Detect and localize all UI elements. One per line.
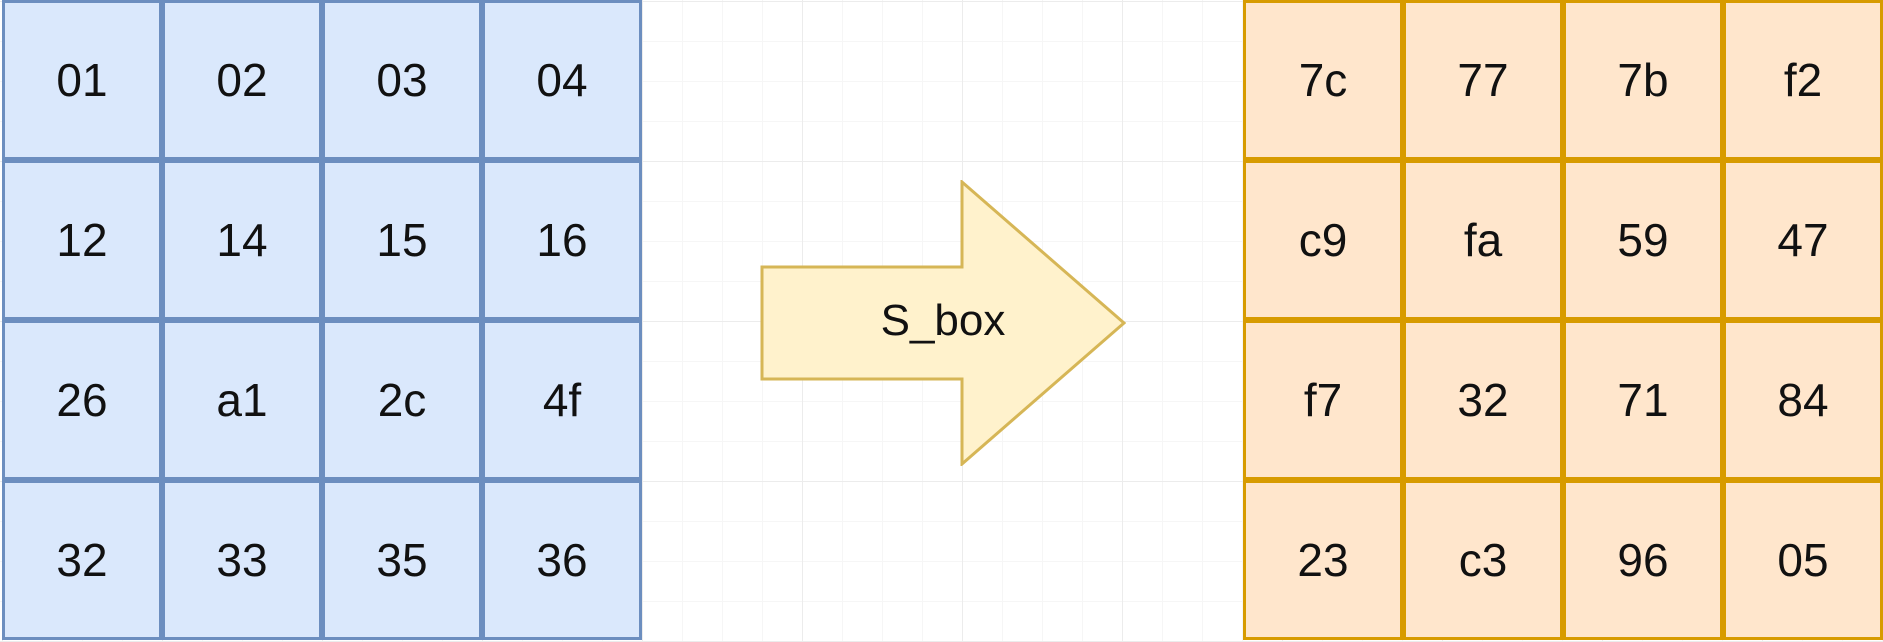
output-cell-r2-c3: 84 [1723,320,1883,480]
input-cell-r3-c1: 33 [162,480,322,640]
input-cell-r3-c3: 36 [482,480,642,640]
output-cell-r1-c2: 59 [1563,160,1723,320]
input-cell-r0-c0: 01 [2,0,162,160]
input-cell-r2-c2: 2c [322,320,482,480]
output-cell-r0-c0: 7c [1243,0,1403,160]
input-cell-r2-c1: a1 [162,320,322,480]
output-cell-r0-c2: 7b [1563,0,1723,160]
output-cell-r2-c2: 71 [1563,320,1723,480]
output-cell-r3-c0: 23 [1243,480,1403,640]
output-cell-r0-c1: 77 [1403,0,1563,160]
s-box-arrow [760,180,1126,466]
output-cell-r3-c2: 96 [1563,480,1723,640]
s-box-arrow-shape [760,180,1126,466]
input-cell-r1-c1: 14 [162,160,322,320]
output-cell-r2-c1: 32 [1403,320,1563,480]
output-cell-r3-c1: c3 [1403,480,1563,640]
output-cell-r1-c0: c9 [1243,160,1403,320]
input-cell-r1-c2: 15 [322,160,482,320]
input-cell-r0-c3: 04 [482,0,642,160]
output-cell-r0-c3: f2 [1723,0,1883,160]
input-cell-r1-c3: 16 [482,160,642,320]
input-cell-r2-c3: 4f [482,320,642,480]
output-state-matrix: 7c 77 7b f2 c9 fa 59 47 f7 32 71 84 23 c… [1243,0,1883,640]
output-cell-r1-c1: fa [1403,160,1563,320]
s-box-label: S_box [880,296,1006,345]
output-cell-r3-c3: 05 [1723,480,1883,640]
output-cell-r2-c0: f7 [1243,320,1403,480]
input-cell-r3-c2: 35 [322,480,482,640]
input-cell-r3-c0: 32 [2,480,162,640]
input-state-matrix: 01 02 03 04 12 14 15 16 26 a1 2c 4f 32 3… [2,0,642,640]
input-cell-r1-c0: 12 [2,160,162,320]
input-cell-r2-c0: 26 [2,320,162,480]
output-cell-r1-c3: 47 [1723,160,1883,320]
input-cell-r0-c1: 02 [162,0,322,160]
input-cell-r0-c2: 03 [322,0,482,160]
